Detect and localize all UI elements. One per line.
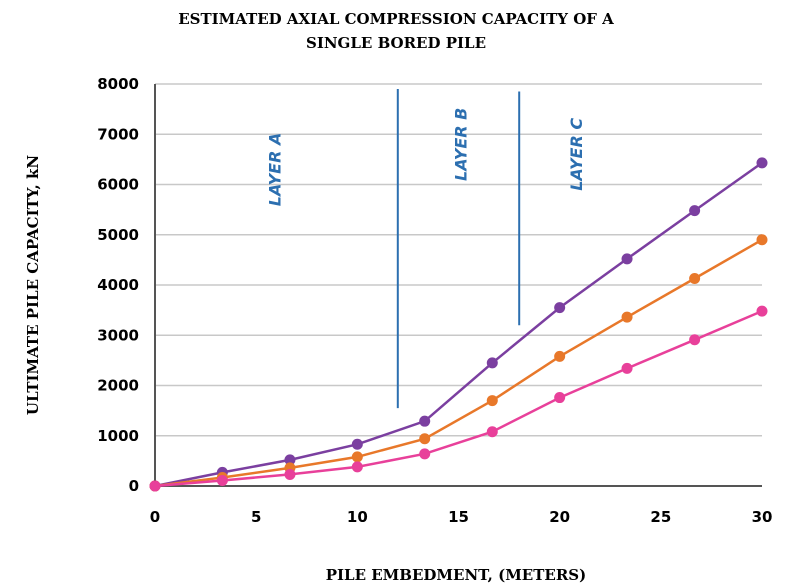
data-point [621,253,633,265]
data-point [284,454,296,466]
data-point [351,438,363,450]
series-line [154,309,763,488]
data-point [351,461,363,473]
x-tick-label: 20 [549,508,570,526]
data-point [486,357,498,369]
x-tick-label: 15 [448,508,469,526]
y-tick-label: 2000 [97,377,139,395]
data-point [689,272,701,284]
x-tick-label: 10 [347,508,368,526]
data-point [149,480,161,492]
y-tick-label: 7000 [97,125,139,143]
data-point [486,395,498,407]
layer-annotations: LAYER A LAYER B LAYER C [265,89,586,409]
data-point [756,234,768,246]
data-point [621,362,633,374]
chart-title-line-2: SINGLE BORED PILE [306,34,486,52]
x-tick-label: 25 [650,508,671,526]
axes [154,84,762,487]
data-point [621,311,633,323]
series-line [154,161,763,488]
data-point [554,302,566,314]
chart-title-line-1: ESTIMATED AXIAL COMPRESSION CAPACITY OF … [178,10,614,28]
y-tick-label: 3000 [97,326,139,344]
data-point [554,392,566,404]
y-tick-label: 8000 [97,75,139,93]
data-point [419,415,431,427]
x-tick-label: 30 [752,508,773,526]
y-axis-title: ULTIMATE PILE CAPACITY, kN [24,155,42,415]
data-point [486,426,498,438]
tick-labels: 0 1000 2000 3000 4000 5000 6000 7000 8000 0 5 10 15 2… [97,75,772,526]
y-tick-label: 6000 [97,176,139,194]
data-point [756,305,768,317]
y-tick-label: 5000 [97,226,139,244]
data-point [216,474,228,486]
data-point [689,334,701,346]
series-line [154,238,763,488]
data-point [689,205,701,217]
y-tick-label: 1000 [97,427,139,445]
data-point [284,468,296,480]
data-point [419,433,431,445]
gridlines [155,83,762,437]
data-point [756,157,768,169]
data-point [351,451,363,463]
x-tick-label: 5 [251,508,261,526]
data-point [554,350,566,362]
series-group [149,157,768,492]
x-tick-label: 0 [150,508,160,526]
layer-label: LAYER C [567,118,586,191]
y-tick-label: 4000 [97,276,139,294]
layer-label: LAYER B [452,108,471,181]
data-point [419,448,431,460]
layer-label: LAYER A [265,133,284,207]
x-axis-title: PILE EMBEDMENT, (METERS) [326,566,587,584]
y-tick-label: 0 [129,477,139,495]
